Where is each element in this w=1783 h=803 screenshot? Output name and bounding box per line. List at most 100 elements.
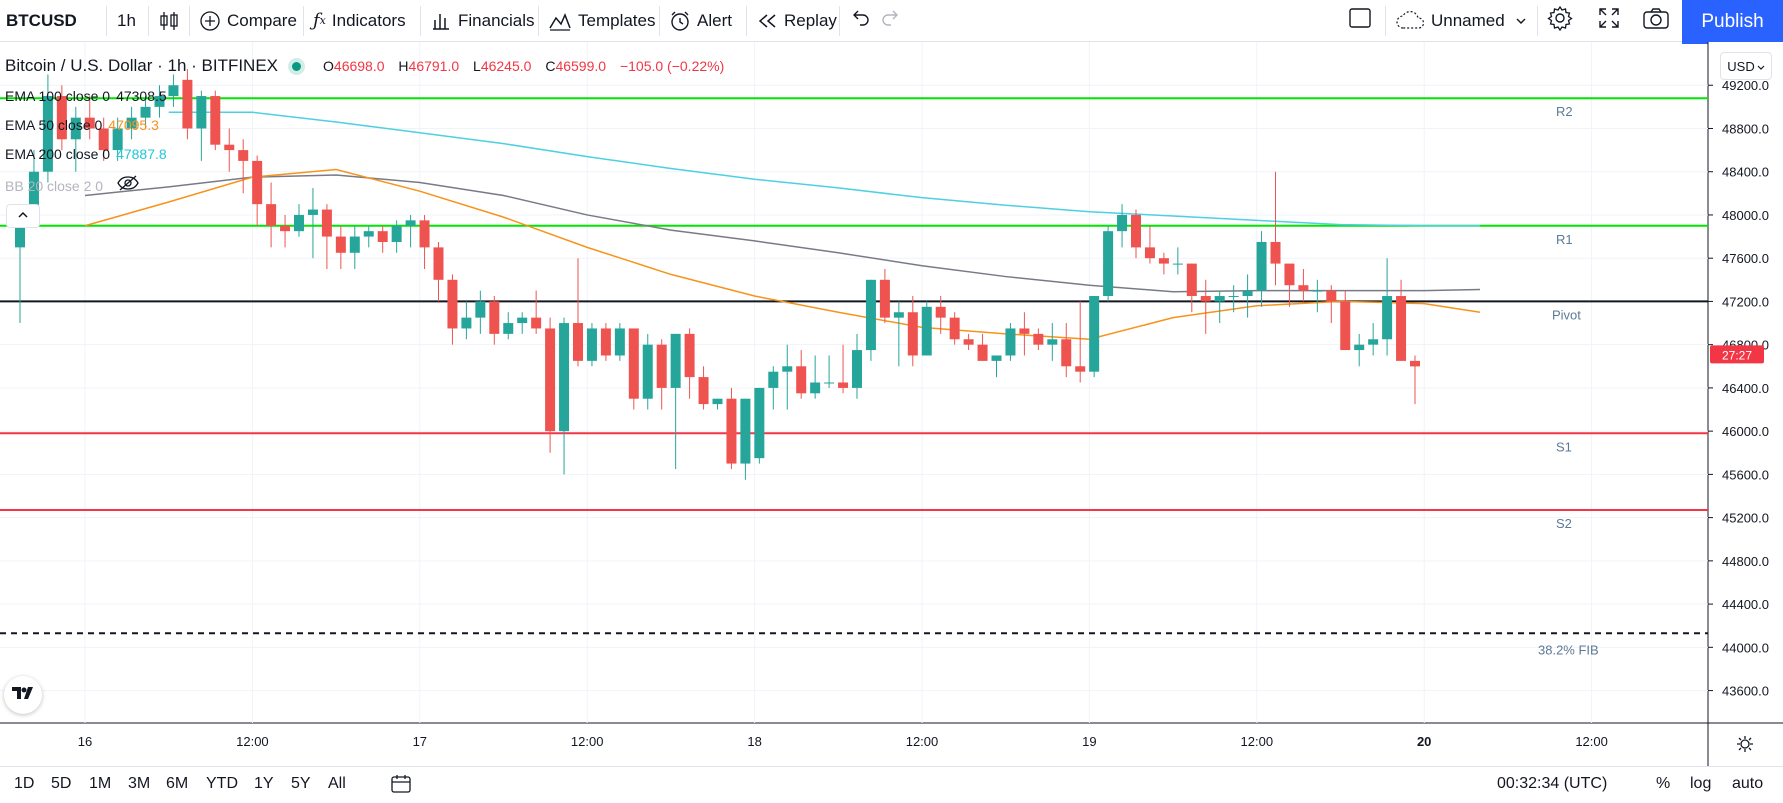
compare-button[interactable]: Compare	[199, 0, 297, 41]
range-6m[interactable]: 6M	[166, 775, 189, 792]
indicator-ema50[interactable]: EMA 50 close 0 47095.3	[5, 117, 159, 133]
range-3m[interactable]: 3M	[128, 775, 151, 792]
undo-button[interactable]	[849, 0, 871, 41]
candle-body	[865, 279, 876, 351]
candle-body	[1103, 231, 1114, 297]
indicator-bb[interactable]: BB 20 close 2 0	[5, 175, 139, 194]
plus-circle-icon	[199, 10, 221, 32]
legend-title[interactable]: Bitcoin / U.S. Dollar · 1h · BITFINEX	[5, 56, 279, 75]
snapshot-button[interactable]	[1642, 0, 1670, 41]
interval-label: 1h	[117, 10, 136, 30]
candle-body	[1256, 241, 1267, 291]
redo-button[interactable]	[880, 0, 902, 41]
range-ytd[interactable]: YTD	[206, 775, 238, 792]
candle-body	[238, 150, 249, 161]
layout-name-button[interactable]: Unnamed	[1395, 0, 1527, 41]
candle-body	[824, 382, 835, 384]
candle-body	[712, 398, 723, 405]
fullscreen-button[interactable]	[1597, 0, 1621, 41]
candle-body	[503, 323, 514, 334]
range-1m[interactable]: 1M	[89, 775, 112, 792]
candle-body	[921, 306, 932, 356]
indicator-ema200[interactable]: EMA 200 close 0 47887.8	[5, 146, 167, 162]
templates-label: Templates	[578, 10, 656, 30]
alert-button[interactable]: Alert	[669, 0, 732, 41]
candle-body	[642, 344, 653, 399]
candle-body	[1019, 328, 1030, 334]
y-tick-label: 43600.0	[1722, 684, 1769, 699]
x-tick-label: 12:00	[1241, 734, 1274, 749]
candle-body	[698, 377, 709, 405]
close-value: 46599.0	[555, 58, 607, 74]
y-tick-label: 44400.0	[1722, 597, 1769, 612]
symbol-search[interactable]: BTCUSD	[6, 0, 77, 41]
y-tick-label: 48000.0	[1722, 208, 1769, 223]
candle-body	[1047, 339, 1058, 345]
x-tick-label: 20	[1417, 734, 1431, 749]
scale-settings-icon[interactable]	[1737, 736, 1753, 752]
collapse-legend-button[interactable]	[6, 204, 40, 228]
candle-body	[42, 96, 53, 172]
hidden-eye-icon[interactable]	[117, 175, 139, 194]
logo-icon	[11, 685, 35, 706]
x-tick-label: 19	[1082, 734, 1096, 749]
bar-chart-icon	[430, 10, 452, 32]
x-tick-label: 12:00	[906, 734, 939, 749]
candle-body	[852, 350, 862, 388]
indicator-ema100[interactable]: EMA 100 close 0 47308.5	[5, 88, 167, 104]
ema50-line	[84, 168, 1481, 341]
range-all[interactable]: All	[328, 775, 346, 792]
chart-type-button[interactable]	[158, 0, 186, 41]
auto-scale-toggle[interactable]: auto	[1732, 775, 1764, 792]
templates-button[interactable]: Templates	[548, 0, 655, 41]
currency-select[interactable]: USD	[1720, 52, 1772, 80]
candle-body	[475, 301, 486, 318]
goto-date-button[interactable]	[390, 774, 412, 799]
range-5y[interactable]: 5Y	[291, 775, 311, 792]
candle-body	[935, 306, 946, 318]
candle-body	[489, 301, 500, 334]
y-tick-label: 45600.0	[1722, 467, 1769, 482]
range-1d[interactable]: 1D	[14, 775, 35, 792]
candle-body	[280, 225, 291, 232]
level-label-r2: R2	[1556, 104, 1573, 119]
candle-body	[349, 236, 360, 253]
y-tick-label: 48400.0	[1722, 165, 1769, 180]
change-value: −105.0 (−0.22%)	[619, 58, 725, 74]
candle-body	[600, 328, 611, 356]
candle-body	[154, 96, 165, 107]
candle-body	[1382, 296, 1393, 340]
level-label-s1: S1	[1556, 439, 1572, 454]
settings-button[interactable]	[1547, 0, 1573, 41]
fullscreen-rect-button[interactable]	[1348, 0, 1372, 41]
range-5d[interactable]: 5D	[51, 775, 72, 792]
utc-clock[interactable]: 00:32:34 (UTC)	[1497, 775, 1608, 792]
chart-canvas[interactable]: 43600.0 44000.0 44400.0 44800.0 45200.0 45600…	[0, 42, 1783, 766]
candle-body	[977, 344, 988, 361]
market-status-icon[interactable]	[292, 61, 302, 71]
replay-button[interactable]: Replay	[756, 0, 837, 41]
tradingview-logo[interactable]	[4, 676, 42, 714]
y-tick-label: 47200.0	[1722, 294, 1769, 309]
candle-body	[907, 312, 918, 356]
ema200-value: 47887.8	[116, 146, 167, 162]
candle-body	[224, 144, 235, 151]
rectangle-icon	[1348, 7, 1372, 34]
x-tick-label: 18	[747, 734, 761, 749]
candle-body	[656, 344, 667, 388]
publish-button[interactable]: Publish	[1682, 0, 1783, 44]
range-1y[interactable]: 1Y	[254, 775, 274, 792]
candle-body	[893, 312, 904, 318]
interval-button[interactable]: 1h	[117, 0, 136, 41]
candle-body	[1131, 214, 1141, 248]
price-scale	[1708, 42, 1783, 766]
candle-body	[1340, 301, 1351, 351]
percent-scale-toggle[interactable]: %	[1656, 775, 1671, 792]
y-tick-label: 44000.0	[1722, 640, 1769, 655]
candle-body	[531, 317, 542, 329]
financials-button[interactable]: Financials	[430, 0, 535, 41]
x-tick-label: 12:00	[1575, 734, 1608, 749]
candle-body	[1117, 214, 1128, 232]
log-scale-toggle[interactable]: log	[1690, 775, 1712, 792]
